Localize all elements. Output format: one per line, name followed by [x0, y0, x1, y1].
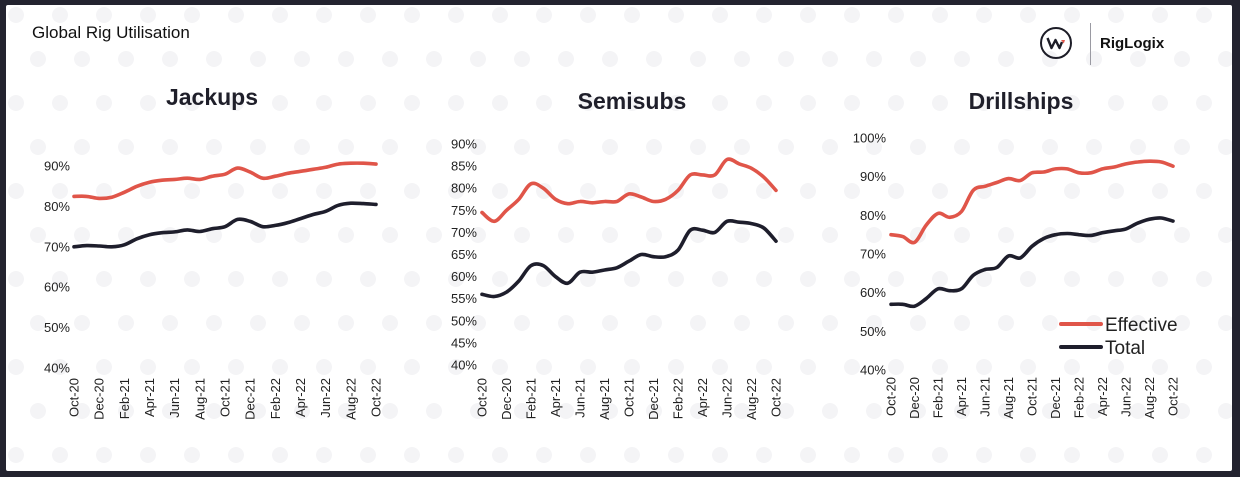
series-line-total	[889, 216, 1175, 309]
x-tick-label: Dec-20	[499, 378, 514, 420]
series-line-effective	[72, 161, 378, 201]
series-line-effective	[480, 157, 778, 224]
y-tick-label: 70%	[44, 239, 70, 254]
brand-block: RigLogix	[1040, 23, 1190, 69]
riglogix-logo-icon	[1040, 27, 1072, 59]
series-line-total	[72, 201, 378, 249]
x-tick-label: Aug-22	[1142, 377, 1157, 419]
x-tick-label: Oct-20	[475, 378, 490, 417]
legend-label: Total	[1105, 338, 1145, 359]
x-tick-label: Jun-21	[978, 377, 993, 417]
y-tick-label: 75%	[451, 203, 477, 218]
brand-name: RigLogix	[1100, 35, 1165, 52]
x-tick-label: Feb-22	[268, 378, 283, 419]
x-tick-label: Oct-22	[769, 378, 784, 417]
x-tick-label: Oct-22	[1166, 377, 1181, 416]
series-line-effective	[889, 159, 1175, 245]
semisubs-chart: Semisubs 40% 45% 50% 55% 60% 65% 70% 75% 80% 85% 90…	[451, 88, 784, 420]
x-tick-label: Feb-22	[1072, 377, 1087, 418]
legend-label: Effective	[1105, 315, 1178, 336]
y-tick-label: 55%	[451, 291, 477, 306]
y-tick-label: 40%	[860, 363, 886, 378]
x-tick-label: Jun-21	[167, 378, 182, 418]
chart-title: Jackups	[166, 84, 258, 110]
y-tick-label: 50%	[451, 313, 477, 328]
y-tick-label: 50%	[44, 320, 70, 335]
chart-title: Semisubs	[578, 88, 687, 114]
x-tick-label: Apr-21	[954, 377, 969, 416]
y-tick-label: 60%	[44, 280, 70, 295]
x-tick-label: Oct-21	[622, 378, 637, 417]
x-tick-label: Jun-22	[1119, 377, 1134, 417]
chart-title: Drillships	[969, 88, 1074, 114]
x-tick-label: Apr-22	[293, 378, 308, 417]
infographic-panel: Global Rig Utilisation RigLogix Jackups 4…	[6, 5, 1232, 471]
x-tick-label: Feb-21	[931, 377, 946, 418]
y-tick-label: 80%	[44, 199, 70, 214]
x-tick-label: Aug-22	[744, 378, 759, 420]
y-tick-label: 80%	[451, 181, 477, 196]
y-tick-label: 90%	[451, 137, 477, 152]
x-tick-label: Apr-21	[142, 378, 157, 417]
x-tick-label: Aug-21	[1001, 377, 1016, 419]
dot-pattern-background	[8, 7, 1232, 463]
y-tick-label: 70%	[860, 247, 886, 262]
y-tick-label: 90%	[860, 169, 886, 184]
y-tick-label: 90%	[44, 159, 70, 174]
y-tick-label: 45%	[451, 335, 477, 350]
series-line-total	[480, 218, 778, 299]
jackups-chart: Jackups 40% 50% 60% 70% 80% 90% Oct-20 Dec-20 Feb…	[44, 84, 384, 420]
x-tick-label: Oct-22	[369, 378, 384, 417]
y-tick-label: 85%	[451, 159, 477, 174]
drillships-chart: Drillships 40% 50% 60% 70% 80% 90% 100% Oct-20 De…	[853, 88, 1181, 419]
x-tick-label: Apr-22	[1095, 377, 1110, 416]
y-tick-label: 60%	[860, 285, 886, 300]
x-tick-label: Jun-22	[318, 378, 333, 418]
x-tick-label: Oct-21	[218, 378, 233, 417]
y-tick-label: 40%	[451, 358, 477, 373]
x-tick-label: Oct-20	[67, 378, 82, 417]
x-tick-label: Feb-21	[524, 378, 539, 419]
x-tick-label: Feb-21	[117, 378, 132, 419]
x-tick-label: Apr-21	[548, 378, 563, 417]
y-tick-label: 60%	[451, 269, 477, 284]
x-tick-label: Dec-20	[92, 378, 107, 420]
x-tick-label: Jun-22	[720, 378, 735, 418]
page-title: Global Rig Utilisation	[32, 23, 190, 42]
y-tick-label: 100%	[853, 131, 887, 146]
x-tick-label: Oct-20	[884, 377, 899, 416]
x-tick-label: Aug-21	[192, 378, 207, 420]
x-tick-label: Dec-21	[1048, 377, 1063, 419]
y-tick-label: 70%	[451, 225, 477, 240]
y-tick-label: 80%	[860, 208, 886, 223]
x-tick-label: Oct-21	[1025, 377, 1040, 416]
brand-divider	[1090, 23, 1091, 65]
x-tick-label: Apr-22	[695, 378, 710, 417]
x-tick-label: Dec-21	[646, 378, 661, 420]
x-tick-label: Dec-20	[907, 377, 922, 419]
y-tick-label: 40%	[44, 361, 70, 376]
x-tick-label: Dec-21	[243, 378, 258, 420]
y-tick-label: 65%	[451, 247, 477, 262]
x-tick-label: Feb-22	[671, 378, 686, 419]
y-tick-label: 50%	[860, 324, 886, 339]
x-tick-label: Jun-21	[573, 378, 588, 418]
x-tick-label: Aug-22	[343, 378, 358, 420]
x-tick-label: Aug-21	[597, 378, 612, 420]
